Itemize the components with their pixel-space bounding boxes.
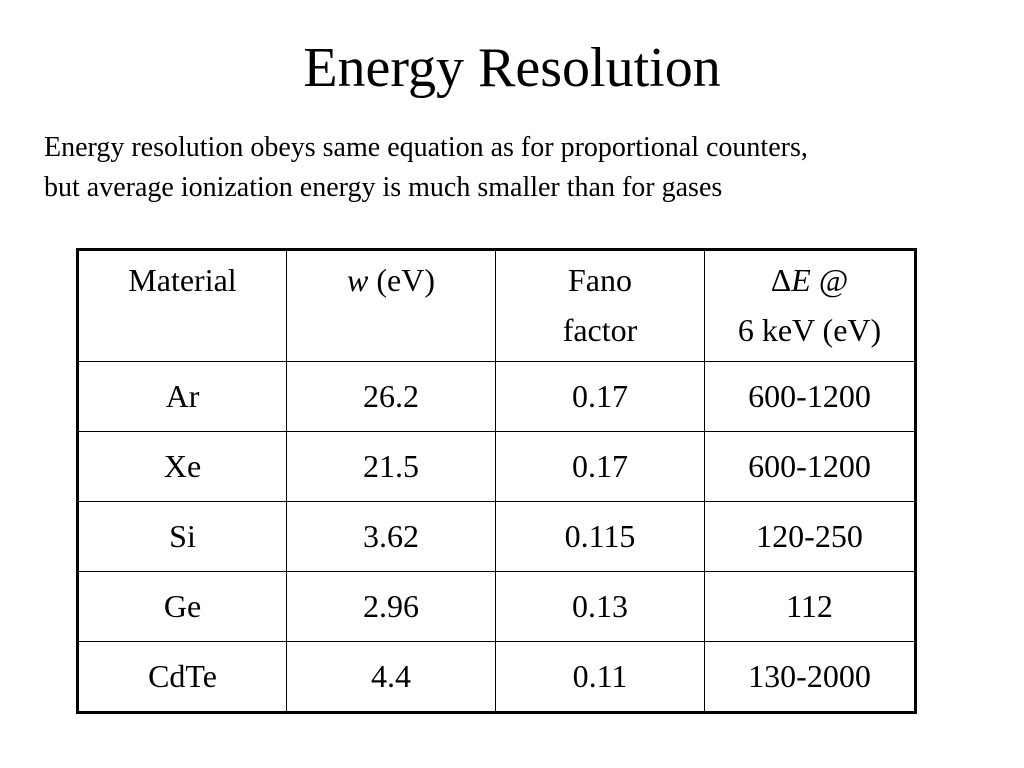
cell-material: Si (77, 501, 287, 572)
header-delta-e: ΔE @ 6 keV (eV) (704, 249, 916, 362)
header-delta-symbol: Δ (770, 262, 792, 298)
intro-line-2: but average ionization energy is much sm… (44, 172, 723, 203)
header-material: Material (77, 249, 287, 362)
table-row: Si 3.62 0.115 120-250 (77, 501, 916, 572)
header-e-symbol: E (791, 262, 811, 298)
cell-w: 26.2 (286, 361, 496, 432)
table-row: Ar 26.2 0.17 600-1200 (77, 361, 916, 432)
cell-delta-e: 112 (704, 571, 916, 642)
intro-text: Energy resolution obeys same equation as… (44, 128, 1004, 208)
header-at-symbol: @ (818, 262, 849, 298)
cell-fano: 0.17 (495, 431, 705, 502)
cell-material: CdTe (77, 641, 287, 713)
header-w: w (eV) (286, 249, 496, 362)
header-material-label: Material (128, 262, 237, 298)
cell-delta-e: 600-1200 (704, 361, 916, 432)
cell-delta-e: 120-250 (704, 501, 916, 572)
cell-material: Ar (77, 361, 287, 432)
table-row: Xe 21.5 0.17 600-1200 (77, 431, 916, 502)
table-row: CdTe 4.4 0.11 130-2000 (77, 641, 916, 713)
cell-w: 2.96 (286, 571, 496, 642)
header-delta-e-line-2: 6 keV (eV) (737, 312, 882, 348)
cell-fano: 0.115 (495, 501, 705, 572)
slide-title: Energy Resolution (303, 37, 721, 99)
cell-delta-e: 600-1200 (704, 431, 916, 502)
cell-material: Ge (77, 571, 287, 642)
material-table: Material w (eV) Fano factor ΔE @ 6 keV (… (76, 248, 917, 714)
cell-w: 3.62 (286, 501, 496, 572)
cell-fano: 0.11 (495, 641, 705, 713)
table-header-row: Material w (eV) Fano factor ΔE @ 6 keV (… (77, 249, 916, 362)
cell-fano: 0.17 (495, 361, 705, 432)
header-fano-line-2: factor (562, 312, 638, 348)
cell-delta-e: 130-2000 (704, 641, 916, 713)
cell-fano: 0.13 (495, 571, 705, 642)
header-fano: Fano factor (495, 249, 705, 362)
header-fano-line-1: Fano (568, 262, 632, 298)
cell-w: 4.4 (286, 641, 496, 713)
header-delta-e-line-1: ΔE @ (705, 255, 914, 305)
cell-w: 21.5 (286, 431, 496, 502)
header-w-symbol: w (347, 262, 369, 298)
intro-line-1: Energy resolution obeys same equation as… (44, 132, 808, 163)
cell-material: Xe (77, 431, 287, 502)
table-row: Ge 2.96 0.13 112 (77, 571, 916, 642)
header-w-unit: (eV) (376, 262, 435, 298)
